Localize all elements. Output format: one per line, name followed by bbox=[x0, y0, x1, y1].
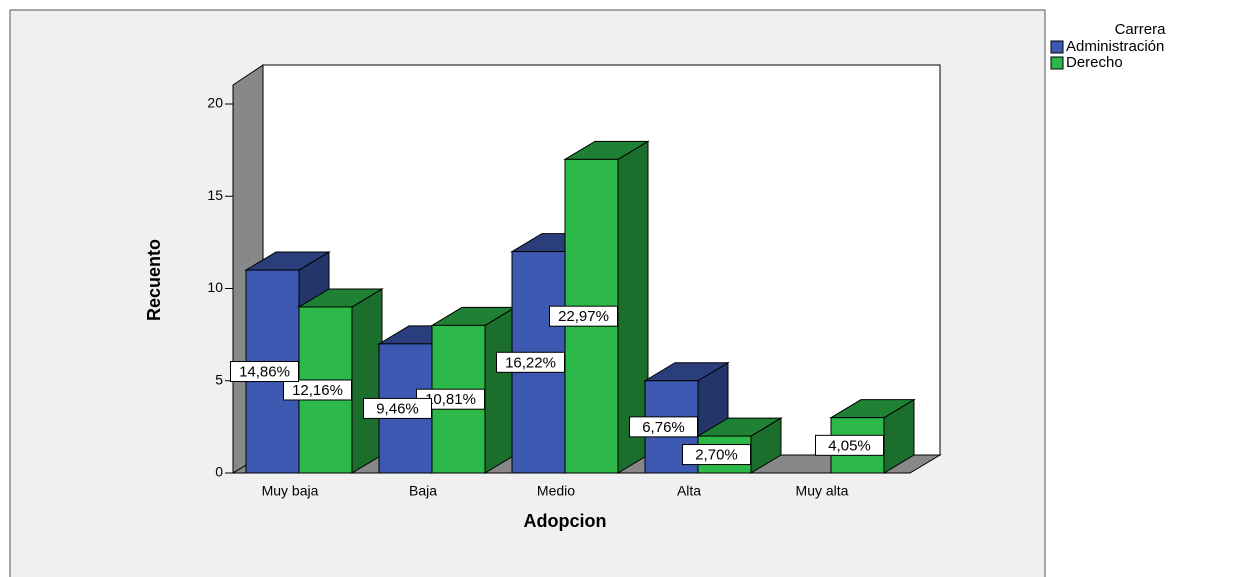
x-tick-label: Baja bbox=[409, 483, 437, 499]
data-label-box bbox=[815, 434, 884, 456]
bar-side bbox=[351, 288, 383, 474]
data-label: 14,86% bbox=[239, 363, 290, 380]
bar-side bbox=[484, 306, 516, 474]
data-label: 6,76% bbox=[642, 419, 685, 436]
data-label-box bbox=[549, 305, 618, 327]
legend-swatch bbox=[1050, 40, 1064, 54]
y-tick-label: 5 bbox=[215, 371, 223, 387]
data-label-box bbox=[629, 416, 698, 438]
y-tick-label: 0 bbox=[215, 464, 223, 480]
legend-swatch bbox=[1050, 56, 1064, 70]
data-label: 16,22% bbox=[505, 354, 556, 371]
y-axis-title: Recuento bbox=[144, 239, 164, 321]
data-label: 4,05% bbox=[828, 437, 871, 454]
data-label-box bbox=[283, 379, 352, 401]
x-tick-label: Medio bbox=[537, 483, 575, 499]
data-label-box bbox=[682, 444, 751, 466]
y-tick-label: 10 bbox=[207, 279, 223, 295]
data-label: 22,97% bbox=[558, 308, 609, 325]
x-tick-label: Muy alta bbox=[796, 483, 849, 499]
data-label: 10,81% bbox=[425, 391, 476, 408]
legend-label: Derecho bbox=[1066, 54, 1123, 71]
data-label-box bbox=[496, 351, 565, 373]
legend-label: Administración bbox=[1066, 38, 1164, 55]
data-label: 12,16% bbox=[292, 382, 343, 399]
y-tick-label: 20 bbox=[207, 95, 223, 111]
data-label-box bbox=[230, 361, 299, 383]
legend-title: Carrera bbox=[1115, 21, 1167, 38]
x-tick-label: Alta bbox=[677, 483, 701, 499]
y-tick-label: 15 bbox=[207, 187, 223, 203]
data-label: 9,46% bbox=[376, 400, 419, 417]
x-axis-title: Adopcion bbox=[524, 511, 607, 531]
data-label: 2,70% bbox=[695, 447, 738, 464]
data-label-box bbox=[363, 397, 432, 419]
x-tick-label: Muy baja bbox=[262, 483, 319, 499]
